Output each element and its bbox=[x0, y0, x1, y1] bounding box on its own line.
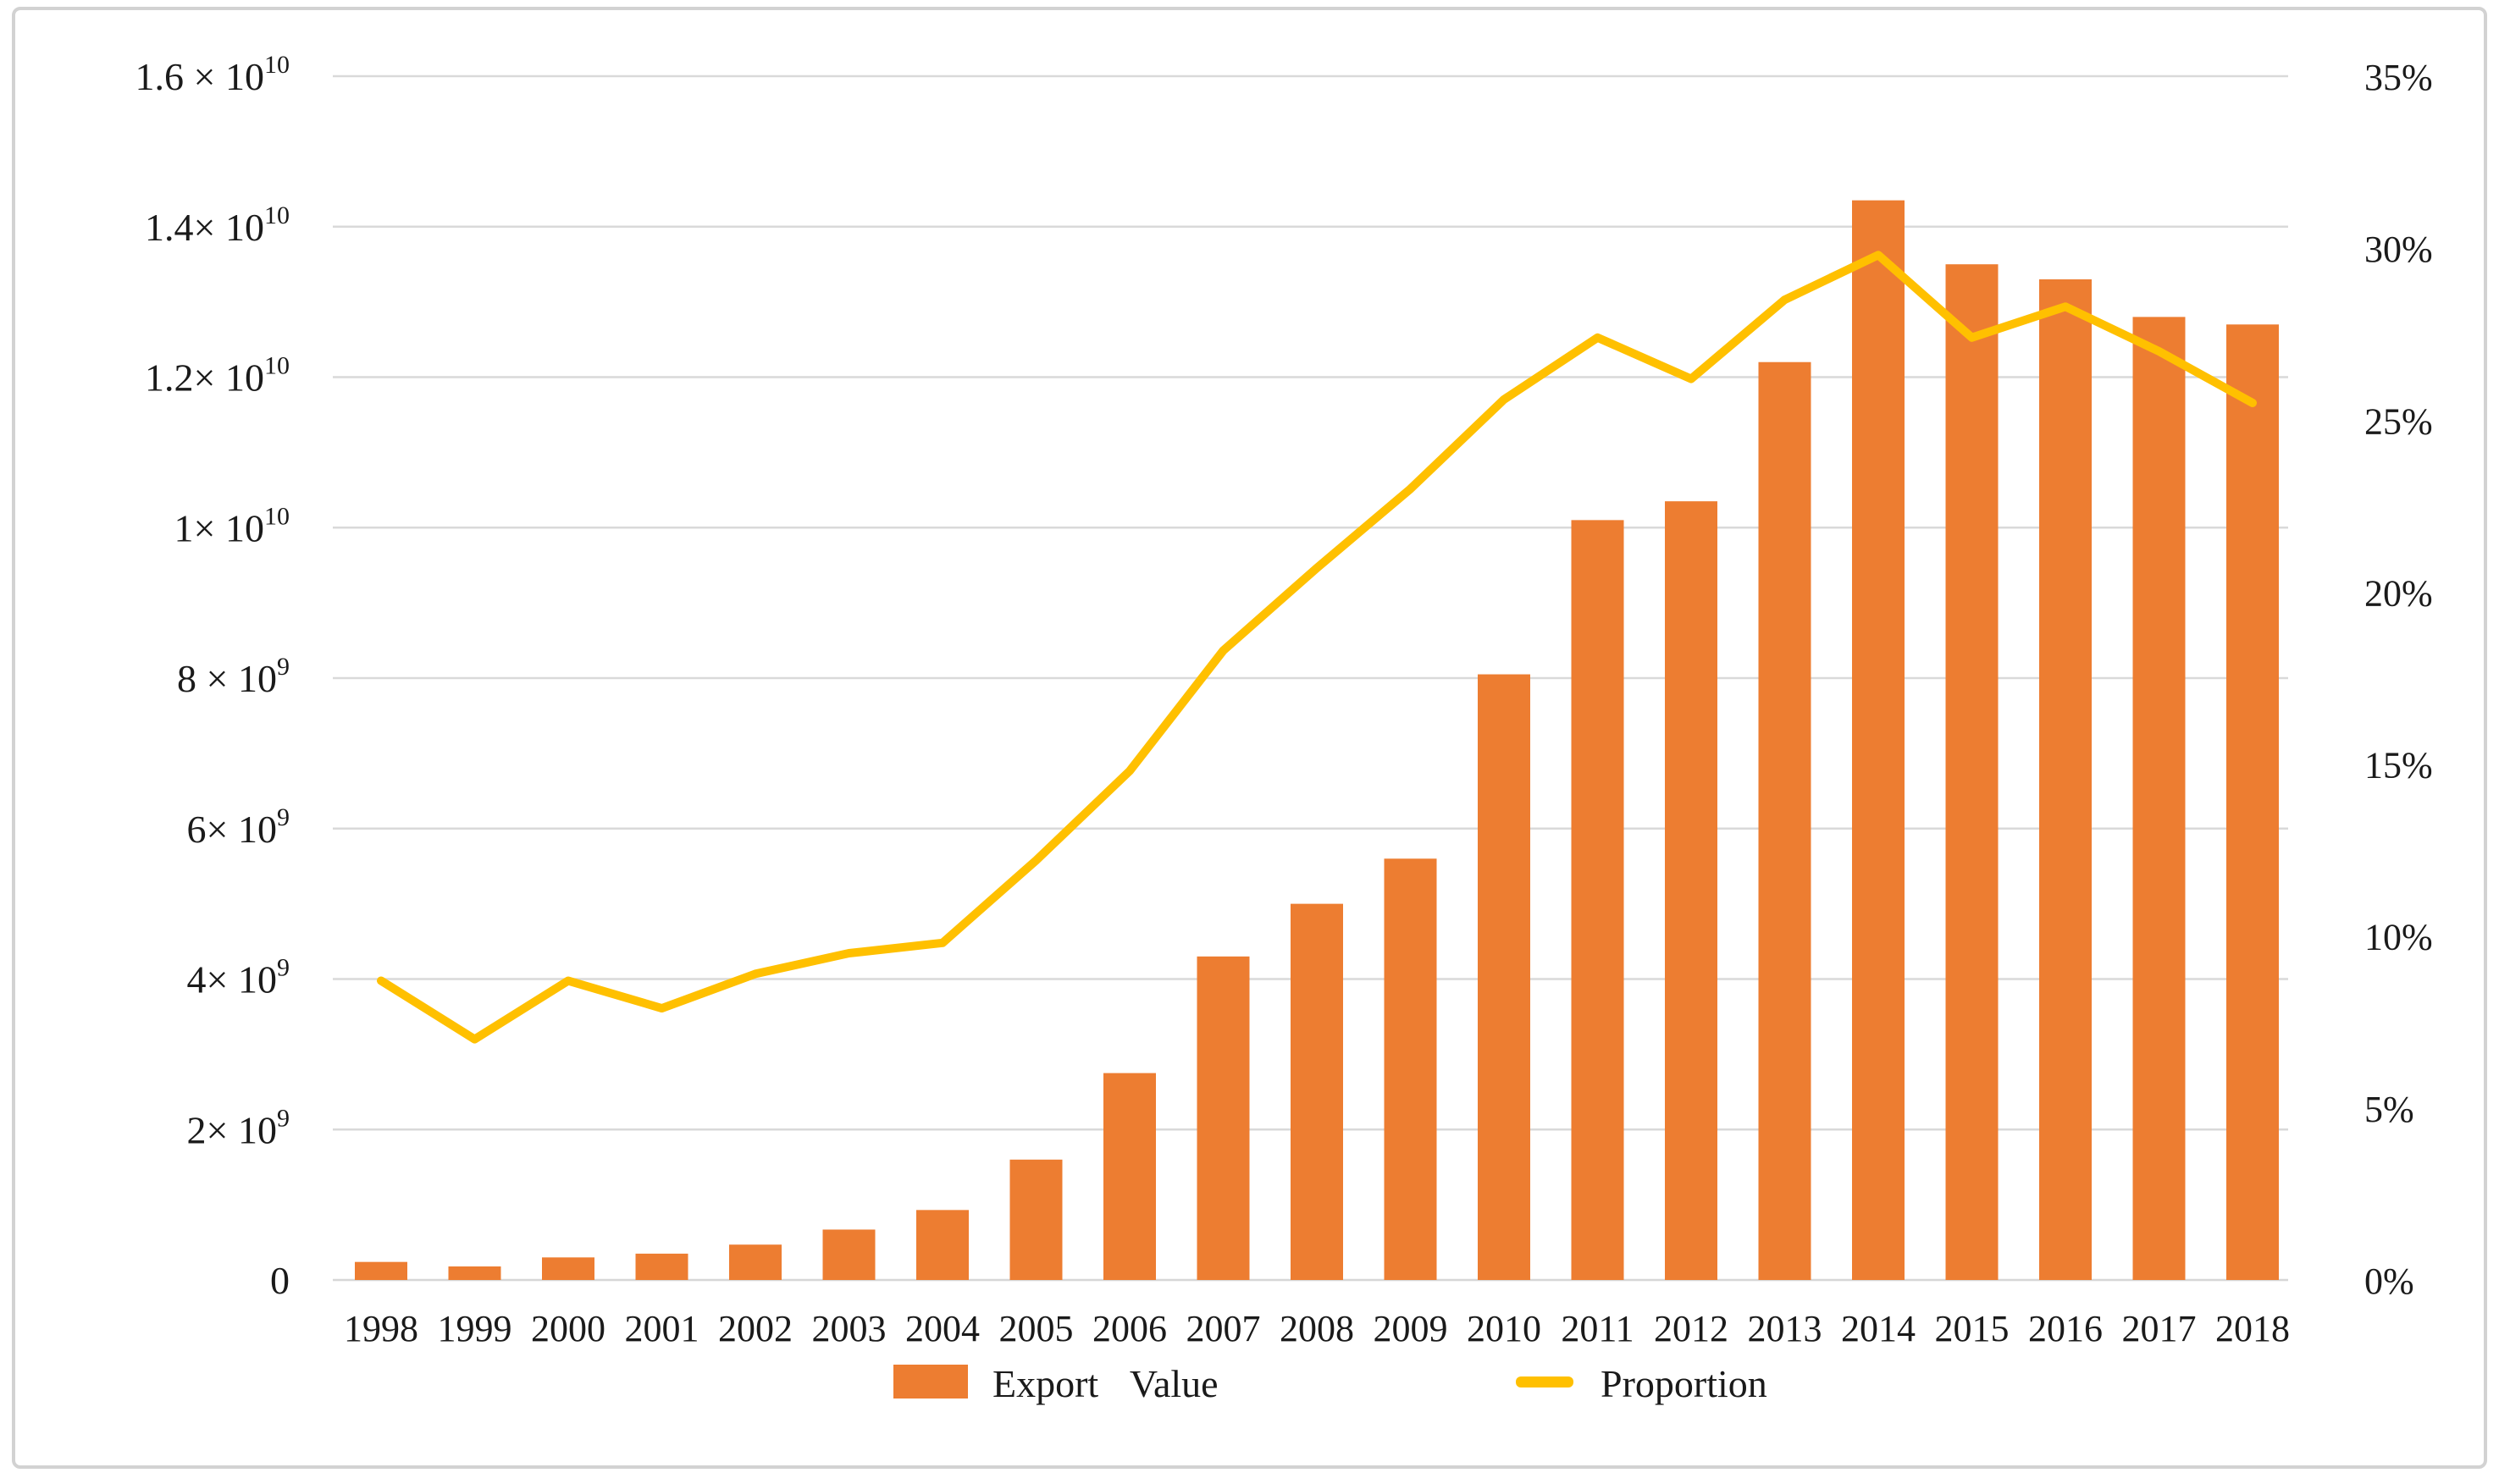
x-axis-label-2004: 2004 bbox=[905, 1308, 980, 1349]
x-axis-label-2009: 2009 bbox=[1374, 1308, 1448, 1349]
legend-label-export-value: Export Value bbox=[992, 1362, 1219, 1405]
x-axis-label-1999: 1999 bbox=[438, 1308, 512, 1349]
x-axis-label-2003: 2003 bbox=[812, 1308, 887, 1349]
x-axis-label-2018: 2018 bbox=[2215, 1308, 2290, 1349]
x-axis-label-2013: 2013 bbox=[1748, 1308, 1822, 1349]
x-axis-label-2006: 2006 bbox=[1092, 1308, 1167, 1349]
x-axis-label-2014: 2014 bbox=[1841, 1308, 1916, 1349]
bar-2007 bbox=[1197, 956, 1250, 1280]
x-axis-label-2007: 2007 bbox=[1186, 1308, 1261, 1349]
x-axis-label-2005: 2005 bbox=[999, 1308, 1074, 1349]
bar-2005 bbox=[1009, 1159, 1063, 1280]
left-axis-tick-label: 1.2× 1010 bbox=[145, 352, 290, 400]
bar-2002 bbox=[729, 1244, 782, 1280]
bar-2017 bbox=[2132, 317, 2186, 1280]
left-axis-tick-label: 0 bbox=[270, 1259, 290, 1302]
x-axis-label-2001: 2001 bbox=[625, 1308, 699, 1349]
bar-2003 bbox=[822, 1229, 876, 1280]
x-axis-label-2016: 2016 bbox=[2028, 1308, 2103, 1349]
x-axis-label-2011: 2011 bbox=[1561, 1308, 1634, 1349]
right-axis-tick-label: 30% bbox=[2364, 229, 2433, 270]
right-axis-tick-label: 10% bbox=[2364, 917, 2433, 958]
left-axis-tick-label: 2× 109 bbox=[187, 1104, 290, 1151]
right-axis-tick-label: 25% bbox=[2364, 400, 2433, 442]
proportion-line bbox=[377, 251, 2257, 1044]
left-axis-tick-label: 8 × 109 bbox=[177, 653, 290, 700]
right-axis-tick-label: 20% bbox=[2364, 572, 2433, 614]
right-axis-tick-label: 35% bbox=[2364, 57, 2433, 98]
bar-2013 bbox=[1758, 361, 1811, 1281]
left-axis-tick-label: 1× 1010 bbox=[174, 502, 290, 549]
bar-2006 bbox=[1103, 1073, 1156, 1280]
left-axis-tick-label: 1.4× 1010 bbox=[145, 201, 290, 249]
bar-2015 bbox=[1945, 264, 1999, 1280]
bar-2018 bbox=[2226, 324, 2279, 1281]
x-axis-label-2012: 2012 bbox=[1654, 1308, 1728, 1349]
bar-2010 bbox=[1478, 674, 1530, 1280]
right-axis-tick-label: 15% bbox=[2364, 745, 2433, 786]
x-axis-label-2017: 2017 bbox=[2122, 1308, 2197, 1349]
right-axis-tick-label: 5% bbox=[2364, 1089, 2414, 1130]
bar-2011 bbox=[1571, 520, 1624, 1280]
x-axis-label-2015: 2015 bbox=[1935, 1308, 2010, 1349]
bar-2012 bbox=[1665, 501, 1717, 1280]
left-axis-tick-label: 6× 109 bbox=[187, 803, 290, 851]
bar-2008 bbox=[1291, 903, 1343, 1280]
bar-2000 bbox=[542, 1257, 594, 1280]
bar-2016 bbox=[2039, 279, 2092, 1280]
bar-1998 bbox=[355, 1261, 407, 1280]
left-axis-tick-label: 1.6 × 1010 bbox=[135, 51, 290, 98]
legend-label-proportion: Proportion bbox=[1601, 1362, 1767, 1405]
bar-2004 bbox=[916, 1210, 969, 1280]
bar-1999 bbox=[448, 1266, 501, 1280]
bar-2001 bbox=[635, 1253, 688, 1280]
x-axis-label-1998: 1998 bbox=[344, 1308, 418, 1349]
x-axis-label-2008: 2008 bbox=[1280, 1308, 1354, 1349]
left-axis-tick-label: 4× 109 bbox=[187, 954, 290, 1001]
x-axis-label-2000: 2000 bbox=[531, 1308, 605, 1349]
legend-line-swatch bbox=[1516, 1376, 1573, 1387]
right-axis-tick-label: 0% bbox=[2364, 1261, 2414, 1302]
bar-2014 bbox=[1852, 200, 1905, 1280]
x-axis-label-2010: 2010 bbox=[1467, 1308, 1541, 1349]
x-axis-label-2002: 2002 bbox=[718, 1308, 793, 1349]
bar-2009 bbox=[1384, 858, 1437, 1280]
legend-bar-swatch bbox=[893, 1365, 968, 1398]
